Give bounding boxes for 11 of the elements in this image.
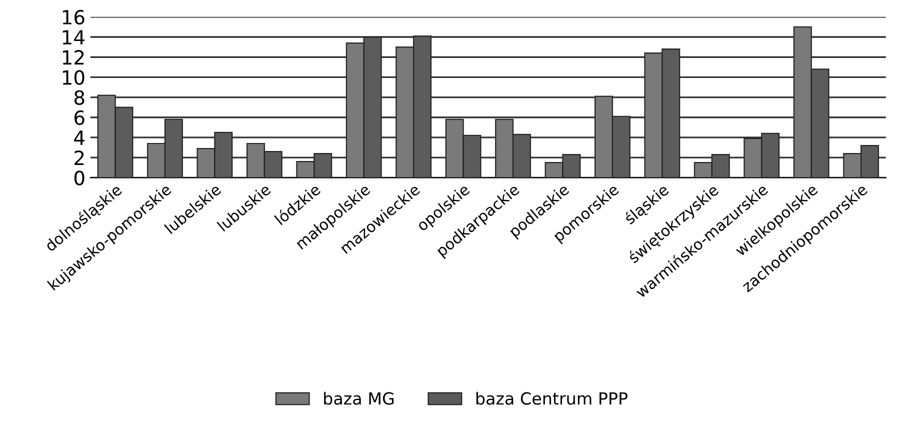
y-tick-label: 2	[74, 150, 84, 165]
y-tick-label: 14	[62, 30, 84, 44]
y-tick-label: 10	[62, 70, 84, 85]
y-tick-label: 0	[74, 170, 84, 186]
legend-label: baza MG	[324, 392, 394, 405]
y-tick-label: 6	[74, 110, 84, 126]
y-tick-label: 4	[74, 130, 84, 145]
y-tick-label: 8	[74, 90, 84, 105]
y-tick-label: 12	[62, 50, 84, 64]
y-tick-label: 16	[62, 10, 84, 25]
legend-label: baza Centrum PPP	[476, 392, 628, 405]
